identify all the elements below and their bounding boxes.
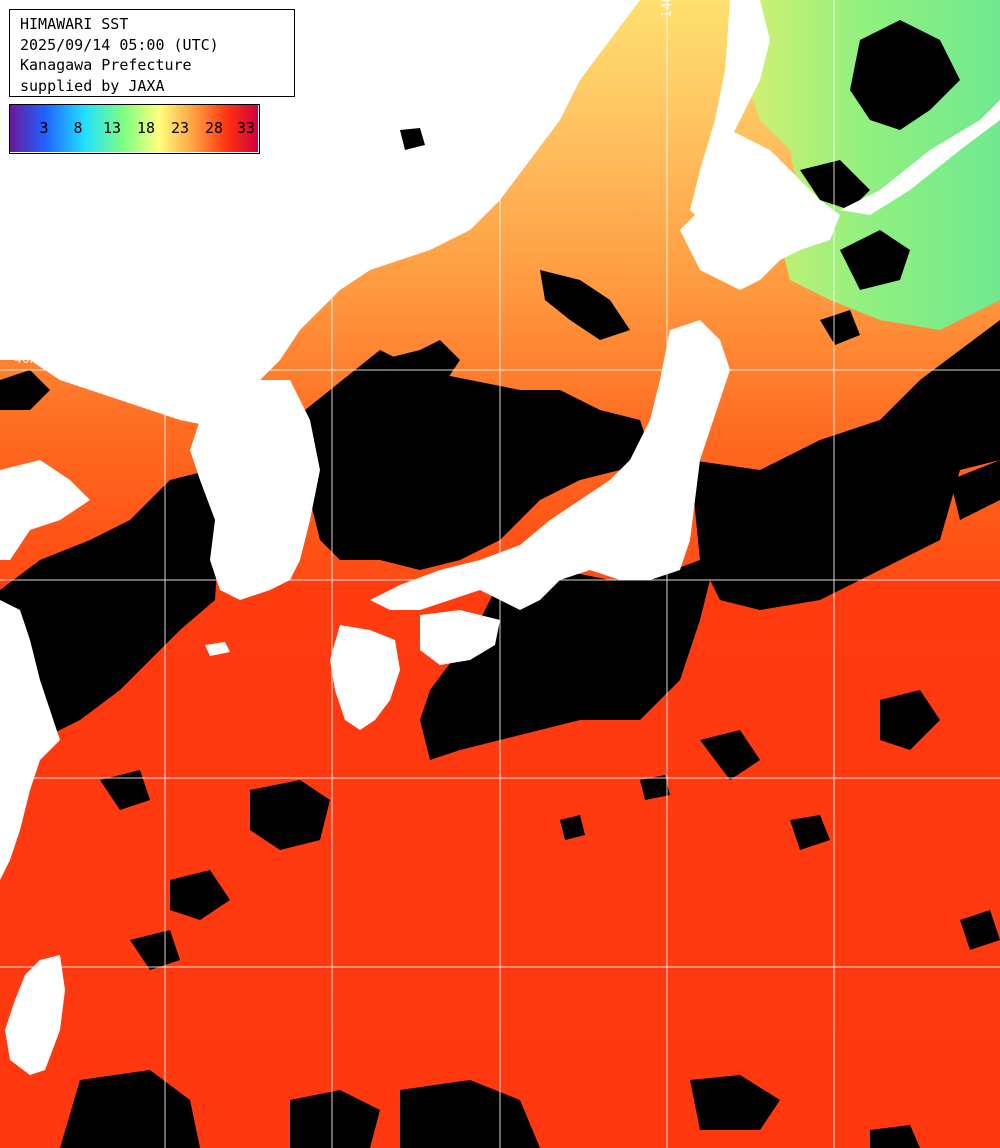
map-title: HIMAWARI SST (20, 15, 129, 33)
land-jeju (205, 642, 230, 656)
data-credit: supplied by JAXA (20, 76, 165, 95)
colorbar-tick: 13 (102, 119, 122, 137)
colorbar-tick: 3 (39, 119, 49, 137)
land-korea (190, 380, 320, 600)
colorbar-tick: 23 (170, 119, 190, 137)
land-china-shandong (0, 460, 90, 560)
land-taiwan (5, 955, 65, 1075)
lat-label-30n: 30N (14, 760, 38, 775)
land-sakhalin (690, 0, 770, 220)
land-ullung (400, 128, 425, 150)
land-kyushu (330, 625, 400, 730)
temperature-colorbar: 3 8 13 18 23 28 33 (9, 104, 260, 154)
colorbar-gradient (10, 105, 258, 152)
land-hokkaido (680, 130, 840, 290)
colorbar-tick: 18 (136, 119, 156, 137)
lon-label-140e: 140E (660, 0, 675, 18)
info-box: HIMAWARI SST 2025/09/14 05:00 (UTC) Kana… (9, 9, 295, 97)
colorbar-tick: 8 (73, 119, 83, 137)
land-shikoku (420, 610, 500, 665)
land-kurils (840, 100, 1000, 215)
land-honshu (370, 320, 730, 610)
colorbar-labels: 3 8 13 18 23 28 33 (10, 105, 259, 153)
colorbar-tick: 33 (236, 119, 256, 137)
observation-datetime: 2025/09/14 05:00 (UTC) (20, 35, 219, 54)
colorbar-tick: 28 (204, 119, 224, 137)
land-china-coast (0, 600, 60, 880)
region-name: Kanagawa Prefecture (20, 56, 192, 74)
lat-label-40n: 40N (14, 352, 38, 367)
